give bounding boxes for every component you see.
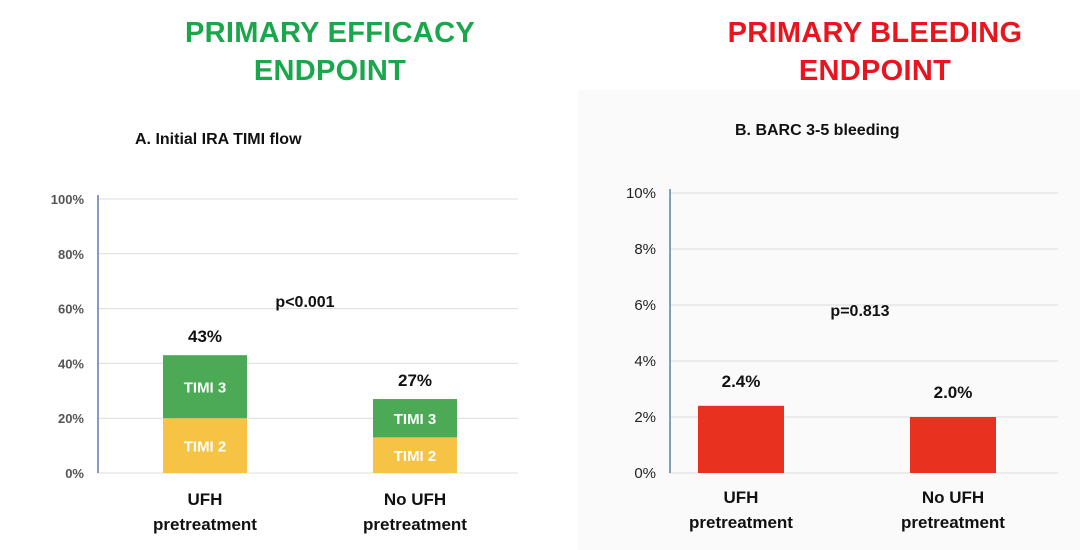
- b-category-label: pretreatment: [689, 513, 793, 532]
- bleeding-endpoint-heading: PRIMARY BLEEDING ENDPOINT: [675, 14, 1075, 90]
- b-chart-title: B. BARC 3-5 bleeding: [735, 122, 899, 139]
- a-segment-label: TIMI 2: [184, 439, 227, 456]
- a-category-label: UFH: [188, 490, 223, 509]
- a-bar-total-label: 43%: [188, 327, 222, 346]
- b-bar-value-label: 2.4%: [722, 372, 761, 391]
- b-category-label: pretreatment: [901, 513, 1005, 532]
- b-bar-1: [698, 405, 784, 473]
- efficacy-endpoint-heading: PRIMARY EFFICACY ENDPOINT: [130, 14, 530, 90]
- b-bar-2: [910, 417, 996, 473]
- a-y-tick-label: 80%: [58, 247, 84, 262]
- a-bar-timi3-1: [163, 355, 247, 419]
- b-category-label: UFH: [724, 488, 759, 507]
- a-y-tick-label: 40%: [58, 356, 84, 371]
- b-y-tick-label: 4%: [634, 353, 656, 370]
- a-segment-label: TIMI 3: [184, 380, 227, 397]
- a-category-label: No UFH: [384, 490, 446, 509]
- a-segment-label: TIMI 3: [394, 411, 437, 428]
- bleeding-heading-line-1: PRIMARY BLEEDING: [727, 17, 1023, 49]
- efficacy-heading-line-2: ENDPOINT: [253, 55, 407, 87]
- a-category-label: pretreatment: [153, 515, 257, 534]
- b-p-value: p=0.813: [830, 303, 889, 320]
- b-category-label: No UFH: [922, 488, 984, 507]
- b-y-tick-label: 10%: [626, 185, 656, 202]
- a-segment-label: TIMI 2: [394, 448, 437, 465]
- bleeding-heading-line-2: ENDPOINT: [798, 55, 952, 87]
- a-y-tick-label: 0%: [65, 466, 84, 481]
- a-y-tick-label: 60%: [58, 302, 84, 317]
- b-y-tick-label: 6%: [634, 297, 656, 314]
- a-bar-timi3-2: [373, 399, 457, 438]
- b-y-tick-label: 8%: [634, 241, 656, 258]
- b-y-tick-label: 0%: [634, 465, 656, 482]
- a-p-value: p<0.001: [275, 294, 334, 311]
- a-category-label: pretreatment: [363, 515, 467, 534]
- b-y-tick-label: 2%: [634, 409, 656, 426]
- a-bar-total-label: 27%: [398, 371, 432, 390]
- a-chart-title: A. Initial IRA TIMI flow: [135, 131, 302, 148]
- a-y-tick-label: 100%: [51, 192, 85, 207]
- a-bar-timi2-2: [373, 437, 457, 473]
- b-bar-value-label: 2.0%: [934, 383, 973, 402]
- a-y-tick-label: 20%: [58, 411, 84, 426]
- a-bar-timi2-1: [163, 418, 247, 473]
- efficacy-heading-line-1: PRIMARY EFFICACY: [185, 17, 475, 49]
